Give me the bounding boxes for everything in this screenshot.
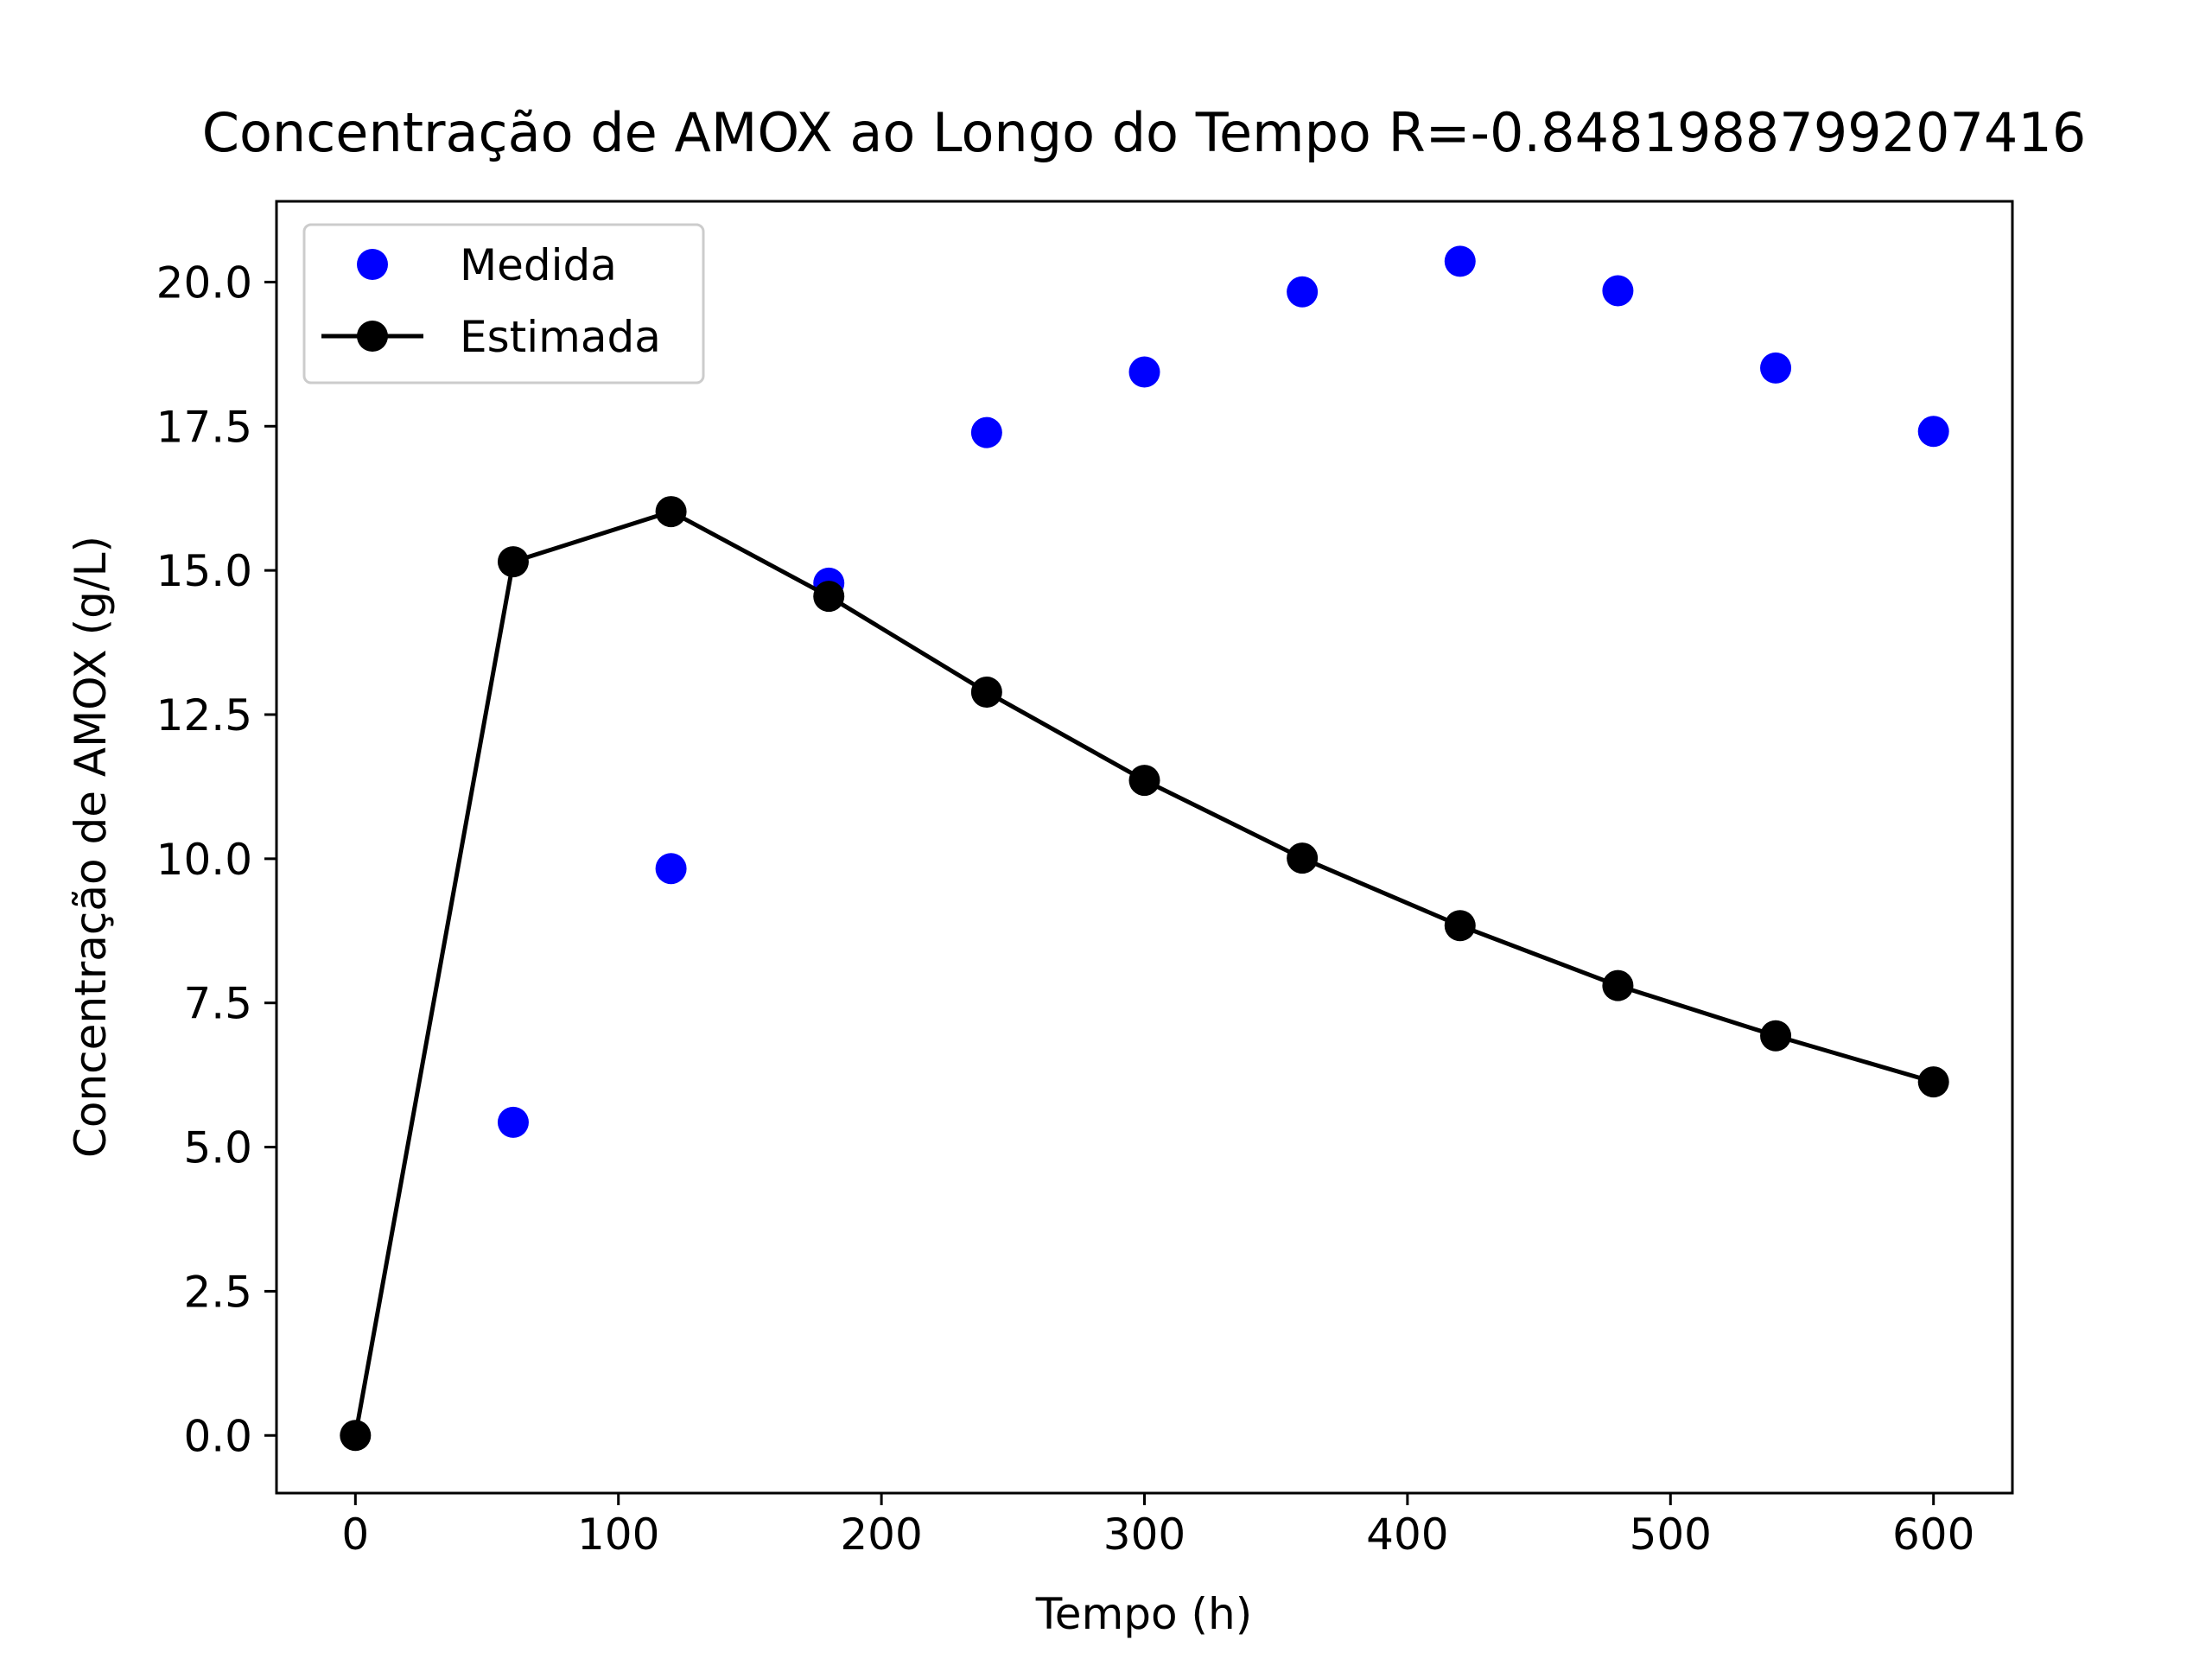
data-point-medida bbox=[1760, 352, 1792, 384]
y-tick-label: 10.0 bbox=[156, 835, 252, 885]
legend-marker-medida bbox=[357, 249, 388, 280]
data-point-medida bbox=[655, 853, 687, 885]
data-point-medida bbox=[497, 1106, 529, 1138]
x-tick-label: 500 bbox=[1630, 1510, 1712, 1560]
axes: 0 100 200 300 400 500 600 0.0 2.5 5.0 7.5 10.0 12.5 1… bbox=[156, 257, 1975, 1560]
legend-frame bbox=[302, 223, 705, 385]
data-point-medida bbox=[1128, 356, 1160, 388]
data-point-estimada bbox=[970, 676, 1002, 708]
data-point-medida bbox=[1444, 245, 1476, 277]
y-tick-label: 5.0 bbox=[183, 1123, 252, 1173]
legend-marker-estimada bbox=[357, 321, 388, 352]
data-point-estimada bbox=[813, 581, 845, 613]
data-point-estimada bbox=[1444, 910, 1476, 942]
x-tick-label: 0 bbox=[341, 1510, 369, 1560]
data-point-medida bbox=[970, 416, 1002, 448]
data-point-estimada bbox=[655, 496, 687, 528]
y-tick-label: 17.5 bbox=[156, 402, 252, 452]
chart-title: Concentração de AMOX ao Longo do Tempo R… bbox=[202, 101, 2087, 164]
x-tick-label: 300 bbox=[1103, 1510, 1185, 1560]
data-point-estimada bbox=[1128, 765, 1160, 797]
data-point-estimada bbox=[497, 546, 529, 578]
x-tick-label: 400 bbox=[1366, 1510, 1448, 1560]
y-tick-label: 12.5 bbox=[156, 690, 252, 741]
y-tick-label: 20.0 bbox=[156, 257, 252, 308]
data-point-estimada bbox=[1917, 1066, 1949, 1098]
x-axis-label: Tempo (h) bbox=[1035, 1589, 1252, 1639]
y-tick-label: 2.5 bbox=[183, 1267, 252, 1317]
legend-label-medida: Medida bbox=[460, 240, 617, 290]
x-tick-label: 100 bbox=[577, 1510, 659, 1560]
data-point-medida bbox=[1917, 416, 1949, 448]
data-point-medida bbox=[1602, 275, 1634, 307]
plot-area bbox=[340, 245, 1949, 1452]
x-tick-label: 600 bbox=[1892, 1510, 1974, 1560]
y-tick-label: 0.0 bbox=[183, 1411, 252, 1461]
x-tick-label: 200 bbox=[840, 1510, 922, 1560]
data-point-estimada bbox=[1287, 842, 1319, 874]
data-point-estimada bbox=[1602, 969, 1634, 1001]
data-point-estimada bbox=[340, 1420, 372, 1452]
legend: Medida Estimada bbox=[302, 223, 705, 385]
data-point-estimada bbox=[1760, 1020, 1792, 1052]
y-axis-label: Concentração de AMOX (g/L) bbox=[66, 536, 116, 1158]
y-tick-label: 7.5 bbox=[183, 979, 252, 1029]
data-point-medida bbox=[1287, 276, 1319, 308]
legend-label-estimada: Estimada bbox=[460, 312, 661, 362]
y-tick-label: 15.0 bbox=[156, 546, 252, 596]
